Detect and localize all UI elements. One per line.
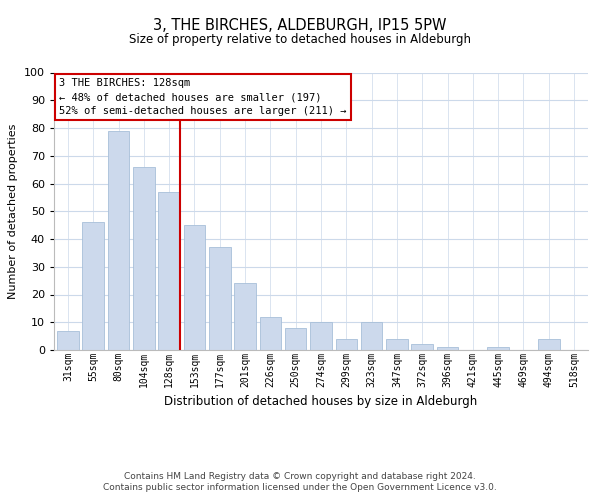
- Bar: [412, 344, 433, 350]
- Bar: [335, 339, 357, 350]
- Bar: [310, 322, 332, 350]
- Text: Size of property relative to detached houses in Aldeburgh: Size of property relative to detached ho…: [129, 32, 471, 46]
- Text: Contains public sector information licensed under the Open Government Licence v3: Contains public sector information licen…: [103, 484, 497, 492]
- Bar: [487, 347, 509, 350]
- Bar: [235, 284, 256, 350]
- Bar: [437, 347, 458, 350]
- Bar: [82, 222, 104, 350]
- Bar: [538, 339, 560, 350]
- Y-axis label: Number of detached properties: Number of detached properties: [8, 124, 19, 299]
- X-axis label: Distribution of detached houses by size in Aldeburgh: Distribution of detached houses by size …: [164, 395, 478, 408]
- Bar: [285, 328, 307, 350]
- Bar: [184, 225, 205, 350]
- Bar: [108, 131, 129, 350]
- Bar: [133, 167, 155, 350]
- Bar: [260, 316, 281, 350]
- Bar: [386, 339, 407, 350]
- Bar: [158, 192, 180, 350]
- Text: 3, THE BIRCHES, ALDEBURGH, IP15 5PW: 3, THE BIRCHES, ALDEBURGH, IP15 5PW: [153, 18, 447, 32]
- Bar: [361, 322, 382, 350]
- Text: 3 THE BIRCHES: 128sqm
← 48% of detached houses are smaller (197)
52% of semi-det: 3 THE BIRCHES: 128sqm ← 48% of detached …: [59, 78, 347, 116]
- Bar: [209, 248, 230, 350]
- Text: Contains HM Land Registry data © Crown copyright and database right 2024.: Contains HM Land Registry data © Crown c…: [124, 472, 476, 481]
- Bar: [57, 330, 79, 350]
